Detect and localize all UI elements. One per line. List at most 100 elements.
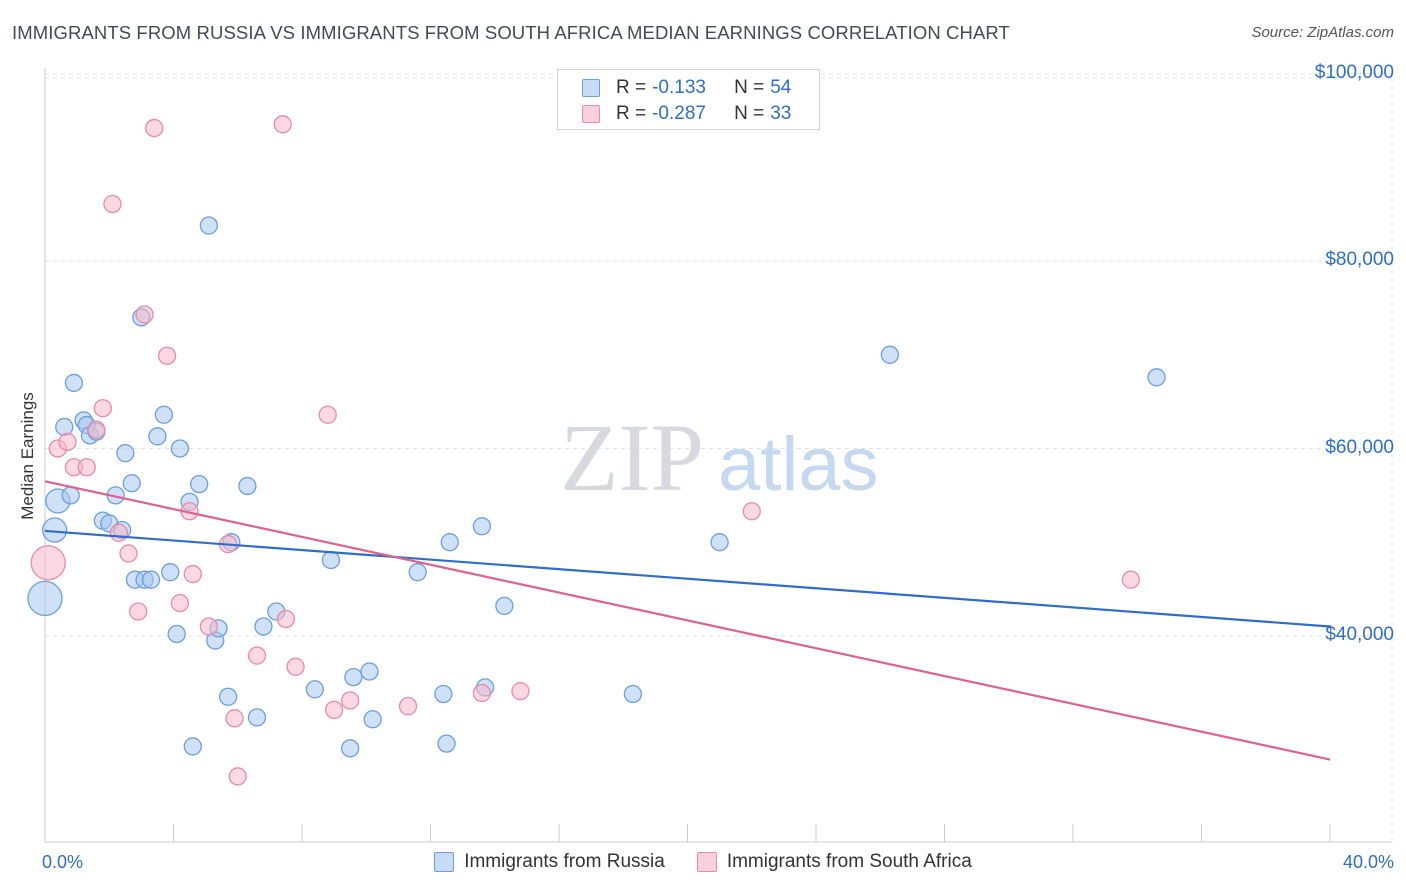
data-point <box>154 405 174 424</box>
data-point <box>87 420 106 439</box>
data-point <box>55 417 74 437</box>
data-point <box>41 517 68 543</box>
data-point <box>472 683 492 703</box>
legend-n-label: N = <box>734 103 765 124</box>
watermark: ZIP atlas <box>560 404 879 511</box>
series-south-africa <box>30 115 1140 786</box>
data-point <box>276 609 296 629</box>
data-point <box>93 399 112 418</box>
y-axis-label: Median Earnings <box>18 392 37 520</box>
legend-n-value: 33 <box>770 103 792 124</box>
legend-n-label: N = <box>734 77 765 98</box>
source-label: Source: ZipAtlas.com <box>1251 24 1394 41</box>
chart-title: IMMIGRANTS FROM RUSSIA VS IMMIGRANTS FRO… <box>12 22 1010 43</box>
data-point <box>109 523 129 542</box>
data-point <box>141 570 161 589</box>
data-point <box>148 427 167 446</box>
legend-swatch-russia <box>582 79 600 97</box>
data-point <box>623 684 643 704</box>
data-point <box>119 544 138 563</box>
series-legend: Immigrants from Russia Immigrants from S… <box>0 851 1406 873</box>
data-point <box>183 564 202 584</box>
data-point <box>135 305 154 324</box>
data-point <box>77 458 96 477</box>
data-point <box>170 593 190 613</box>
legend-n-value: 54 <box>770 77 792 98</box>
data-point <box>324 700 344 720</box>
data-point <box>341 691 360 710</box>
legend-r-value: -0.133 <box>652 77 706 98</box>
data-point <box>440 533 459 552</box>
data-point <box>145 118 164 138</box>
gridlines <box>45 73 1392 637</box>
data-point <box>286 657 305 676</box>
data-point <box>305 680 325 699</box>
y-tick-label: $60,000 <box>1325 436 1394 458</box>
x-tick-label-max: 40.0% <box>1342 852 1394 872</box>
data-point <box>408 563 427 582</box>
data-point <box>437 734 456 753</box>
data-point <box>511 682 530 701</box>
series-swatch-south-africa <box>696 852 717 872</box>
data-point <box>103 194 122 214</box>
data-point <box>116 444 135 463</box>
watermark-zip: ZIP <box>560 404 704 511</box>
data-point <box>254 617 273 636</box>
data-point <box>273 115 292 134</box>
axes <box>44 68 1393 843</box>
data-point <box>225 709 244 728</box>
series-legend-south-africa: Immigrants from South Africa <box>696 851 972 873</box>
data-point <box>321 550 341 570</box>
data-point <box>318 405 337 424</box>
data-point <box>58 432 77 452</box>
legend-r-value: -0.287 <box>652 103 706 124</box>
x-tick-label-min: 0.0% <box>42 852 84 872</box>
series-label-south-africa: Immigrants from South Africa <box>726 851 972 872</box>
data-point <box>1147 368 1166 387</box>
series-swatch-russia <box>434 852 455 872</box>
data-point <box>710 533 729 552</box>
data-point <box>742 502 761 521</box>
data-point <box>1121 570 1140 589</box>
legend-r-label: R = <box>616 103 647 124</box>
data-point <box>170 439 190 458</box>
legend-r-label: R = <box>616 77 647 98</box>
data-point <box>30 545 66 581</box>
series-label-russia: Immigrants from Russia <box>464 851 665 872</box>
data-point <box>199 617 218 636</box>
data-point <box>183 737 202 756</box>
legend-swatch-south-africa <box>582 105 600 123</box>
data-point <box>61 486 80 505</box>
data-point <box>199 216 218 235</box>
data-point <box>228 767 247 786</box>
data-point <box>880 345 900 364</box>
legend-row-russia: R = -0.133 N = 54 <box>582 76 791 100</box>
data-point <box>64 373 84 393</box>
data-point <box>247 708 267 727</box>
data-point <box>495 596 514 616</box>
data-point <box>190 474 209 494</box>
data-point <box>434 684 453 704</box>
y-tick-label: $40,000 <box>1325 623 1394 645</box>
data-point <box>161 563 180 582</box>
data-point <box>157 346 177 365</box>
data-point <box>360 662 379 681</box>
data-point <box>218 687 238 706</box>
data-point <box>341 739 360 758</box>
data-point <box>129 602 148 621</box>
data-point <box>363 710 382 729</box>
trend-line-south-africa <box>44 480 1331 761</box>
correlation-legend: R = -0.133 N = 54 R = -0.287 N = 33 <box>557 69 820 130</box>
trend-lines <box>44 480 1331 761</box>
y-tick-label: $100,000 <box>1314 61 1394 83</box>
data-point <box>167 624 186 644</box>
series-legend-russia: Immigrants from Russia <box>434 851 665 873</box>
data-point <box>344 667 363 687</box>
data-point <box>238 476 257 496</box>
legend-row-south-africa: R = -0.287 N = 33 <box>582 102 791 126</box>
trend-line-russia <box>44 529 1331 628</box>
data-point <box>122 474 141 493</box>
watermark-atlas: atlas <box>718 422 879 507</box>
data-point <box>472 517 492 536</box>
